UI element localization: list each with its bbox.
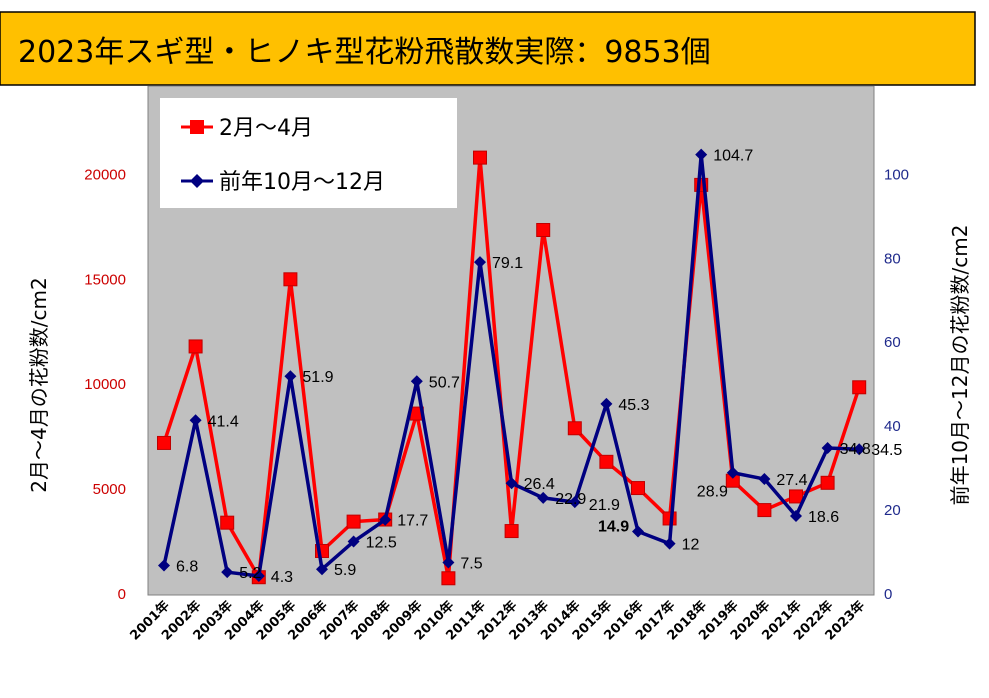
series-prev-oct-dec-point — [790, 509, 802, 522]
data-label: 50.7 — [429, 374, 460, 391]
left-axis-title: 2月～4月の花粉数/cm2 — [27, 277, 51, 492]
series-prev-oct-dec-point — [252, 569, 265, 582]
legend-red-label: 2月～4月 — [219, 116, 313, 141]
data-label: 7.5 — [460, 556, 482, 573]
series-prev-oct-dec-point — [347, 535, 360, 548]
series-feb-apr-point — [536, 222, 551, 237]
title-banner — [0, 11, 976, 86]
series-prev-oct-dec-point — [474, 256, 486, 269]
data-label: 51.9 — [302, 369, 333, 386]
data-label: 79.1 — [492, 255, 523, 272]
data-label: 5.9 — [334, 562, 356, 579]
series-prev-oct-dec-point — [632, 525, 644, 538]
series-prev-oct-dec-point — [600, 397, 613, 410]
left-tick-label: 10000 — [84, 376, 126, 393]
series-prev-oct-dec-point — [821, 441, 834, 454]
data-label: 6.8 — [176, 558, 198, 575]
data-label: 104.7 — [713, 148, 753, 165]
right-axis-title: 前年10月～12月の花粉数/cm2 — [948, 225, 972, 506]
data-label: 45.3 — [618, 397, 649, 414]
left-tick-label: 15000 — [84, 271, 126, 288]
series-prev-oct-dec-point — [726, 466, 739, 479]
series-prev-oct-dec-point — [442, 556, 455, 569]
data-label: 5.2 — [239, 565, 261, 582]
series-prev-oct-dec-point — [853, 443, 866, 456]
series-feb-apr-point — [188, 339, 203, 354]
data-label: 4.3 — [271, 569, 293, 586]
series-feb-apr-point — [757, 503, 772, 518]
legend-navy-marker — [190, 174, 204, 188]
left-tick-label: 5000 — [93, 481, 126, 498]
right-tick-label: 60 — [884, 334, 901, 351]
series-prev-oct-dec-point — [158, 559, 170, 572]
data-label: 28.9 — [697, 484, 728, 501]
right-tick-label: 20 — [884, 502, 901, 519]
series-feb-apr-point — [473, 150, 487, 165]
series-prev-oct-dec — [158, 148, 866, 582]
series-feb-apr-point — [283, 272, 298, 287]
series-prev-oct-dec-point — [410, 375, 423, 388]
right-axis: 0 20 40 60 80 100 — [884, 166, 909, 603]
data-labels: 6.8 41.4 5.2 4.3 51.9 5.9 12.517.7 50.7 7.5 79.1 2… — [176, 148, 902, 586]
series-feb-apr-point — [631, 481, 645, 496]
legend-red-marker — [190, 120, 204, 134]
series-prev-oct-dec-point — [568, 496, 581, 509]
series-prev-oct-dec-point — [221, 566, 234, 579]
data-label: 18.6 — [808, 509, 839, 526]
legend-box — [160, 98, 457, 208]
series-prev-oct-dec-point — [758, 473, 771, 486]
data-label: 34.8 — [840, 441, 871, 458]
series-prev-oct-dec-point — [189, 414, 202, 427]
left-tick-label: 20000 — [84, 166, 126, 183]
legend-navy-label: 前年10月～12月 — [219, 170, 385, 195]
series-feb-apr-point — [346, 514, 361, 529]
data-label: 14.9 — [598, 518, 629, 535]
series-prev-oct-dec-point — [537, 491, 550, 504]
data-label: 21.9 — [589, 497, 620, 514]
series-feb-apr-point — [820, 475, 835, 490]
data-label: 34.5 — [871, 442, 902, 459]
series-prev-oct-dec-point — [316, 563, 328, 576]
left-tick-label: 0 — [118, 586, 126, 603]
data-label: 41.4 — [208, 413, 239, 430]
series-feb-apr-point — [789, 489, 803, 504]
data-label: 12.5 — [366, 535, 397, 552]
left-axis: 0 5000 10000 15000 20000 — [84, 166, 126, 603]
data-label: 22.9 — [555, 491, 586, 508]
series-prev-oct-dec-point — [379, 513, 392, 526]
data-label: 12 — [682, 537, 700, 554]
series-feb-apr-point — [567, 421, 582, 436]
right-tick-label: 100 — [884, 166, 909, 183]
series-prev-oct-dec-point — [695, 148, 708, 161]
series-feb-apr-point — [599, 454, 614, 469]
legend: 2月～4月 前年10月～12月 — [160, 98, 457, 208]
series-feb-apr-point — [504, 524, 519, 539]
series-prev-oct-dec-point — [284, 370, 297, 383]
series-prev-oct-dec-point — [663, 537, 676, 550]
data-label: 27.4 — [776, 472, 807, 489]
series-feb-apr-point — [852, 380, 867, 395]
series-feb-apr-point — [441, 571, 456, 586]
chart-title: 2023年スギ型・ヒノキ型花粉飛散数実際：9853個 — [18, 35, 711, 70]
data-label: 17.7 — [397, 513, 428, 530]
series-prev-oct-dec-point — [505, 477, 518, 490]
right-tick-label: 0 — [884, 586, 892, 603]
series-feb-apr-point — [220, 515, 235, 530]
right-tick-label: 40 — [884, 418, 901, 435]
series-feb-apr-point — [157, 435, 171, 450]
right-tick-label: 80 — [884, 250, 901, 267]
data-label: 26.4 — [524, 476, 555, 493]
